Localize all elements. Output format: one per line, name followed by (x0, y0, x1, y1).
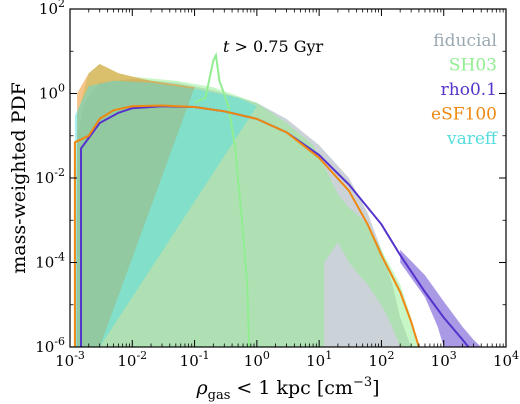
band-layer (74, 64, 482, 347)
x-tick-label: 102 (368, 349, 394, 370)
line-SH03 (194, 51, 251, 347)
legend-entry-rho0.1: rho0.1 (441, 80, 497, 100)
legend-entry-fiducial: fiducial (433, 31, 497, 51)
y-tick-label: 102 (39, 0, 65, 18)
line-eSF100 (73, 104, 420, 347)
legend-entry-SH03: SH03 (449, 56, 497, 76)
y-tick-label: 10-4 (35, 251, 65, 272)
x-tick-label: 100 (244, 349, 270, 370)
annotation: t > 0.75 Gyr (223, 37, 324, 56)
legend-entry-vareff: vareff (446, 129, 499, 149)
y-axis-label: mass-weighted PDF (8, 82, 30, 274)
legend-entry-eSF100: eSF100 (431, 105, 497, 125)
legend: fiducial SH03 rho0.1 eSF100 vareff (431, 31, 499, 149)
band-rho0.1 (400, 249, 482, 347)
x-tick-label: 10-3 (55, 349, 85, 370)
line-layer (73, 51, 470, 347)
x-tick-label: 10-1 (180, 349, 210, 370)
x-tick-label: 101 (306, 349, 332, 370)
x-tick-label: 104 (493, 349, 519, 370)
y-tick-label: 100 (39, 82, 65, 103)
x-tick-label: 103 (431, 349, 457, 370)
tick-layer: 10-3 10-2 10-1 100 101 102 103 104 10-6 10-4 10-2 1… (35, 0, 519, 370)
band-vareff (74, 80, 257, 347)
x-tick-label: 10-2 (117, 349, 147, 370)
y-tick-label: 10-6 (35, 335, 65, 356)
y-tick-label: 10-2 (35, 166, 65, 187)
x-axis-label: ρgas < 1 kpc [cm−3] (195, 375, 379, 403)
